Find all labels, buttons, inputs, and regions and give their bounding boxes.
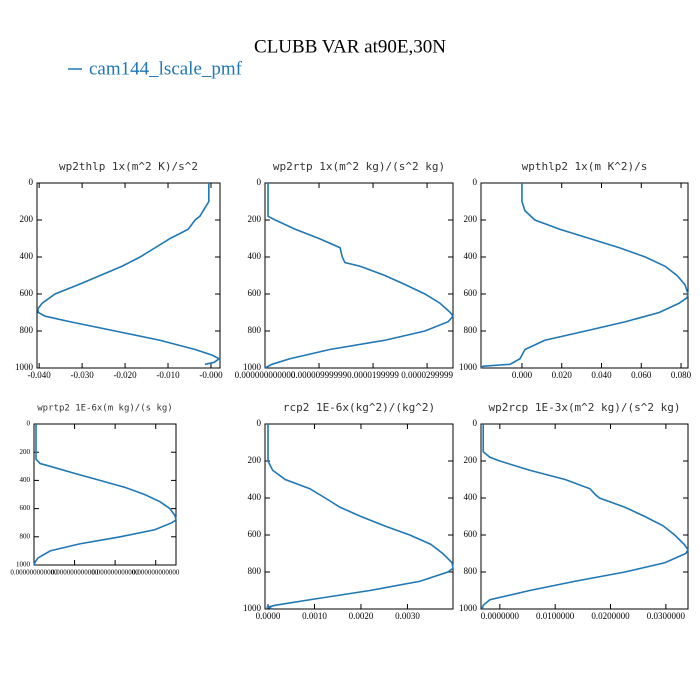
- panel-title: wprtp2 1E-6x(m kg)/(s kg): [37, 404, 172, 414]
- plot-frame: [264, 182, 454, 369]
- y-tick-label: 400: [248, 492, 262, 502]
- y-tick-label: 600: [20, 288, 34, 298]
- y-tick-label: 200: [248, 455, 262, 465]
- x-tick-label: 0.0100000: [536, 611, 575, 621]
- y-tick-label: 0: [27, 420, 31, 428]
- y-tick-label: 0: [29, 177, 34, 187]
- y-tick-label: 600: [464, 529, 478, 539]
- y-tick-label: 200: [20, 214, 34, 224]
- y-tick-label: 800: [20, 532, 31, 540]
- y-tick-label: 200: [464, 455, 478, 465]
- y-tick-label: 400: [464, 251, 478, 261]
- y-tick-label: 800: [20, 325, 34, 335]
- x-tick-label: -0.030: [70, 370, 94, 380]
- y-tick-label: 1000: [243, 603, 262, 613]
- x-tick-label: 0.0000000: [481, 611, 520, 621]
- y-tick-label: 200: [20, 448, 31, 456]
- y-tick-label: 1000: [243, 362, 262, 372]
- y-tick-label: 400: [20, 476, 31, 484]
- y-tick-label: 200: [464, 214, 478, 224]
- x-tick-label: -0.040: [28, 370, 52, 380]
- x-tick-label: 0.000: [512, 370, 533, 380]
- plot-frame: [36, 182, 221, 369]
- y-tick-label: 600: [20, 504, 31, 512]
- x-tick-label: 0.0000299999: [401, 370, 453, 380]
- profile-line: [480, 183, 689, 369]
- y-tick-label: 1000: [459, 362, 478, 372]
- panel-title: wp2rtp 1x(m^2 kg)/(s^2 kg): [273, 160, 445, 173]
- y-tick-label: 400: [20, 251, 34, 261]
- y-tick-label: 800: [248, 566, 262, 576]
- y-tick-label: 1000: [16, 561, 31, 569]
- y-tick-label: 0: [473, 418, 478, 428]
- x-tick-label: 0.0300000: [647, 611, 686, 621]
- y-tick-label: 0: [473, 177, 478, 187]
- x-tick-label: 0.000000000000: [51, 569, 99, 577]
- x-tick-label: 0.020: [552, 370, 573, 380]
- figure-title: CLUBB VAR at90E,30N: [254, 36, 446, 57]
- x-tick-label: 0.0000: [256, 611, 281, 621]
- profile-line: [481, 424, 689, 610]
- y-tick-label: 400: [464, 492, 478, 502]
- x-tick-label: -0.000: [199, 370, 223, 380]
- plot-frame: [264, 423, 454, 610]
- x-tick-label: 0.00000999999: [291, 370, 348, 380]
- x-tick-label: -0.010: [156, 370, 180, 380]
- y-tick-label: 1000: [459, 603, 478, 613]
- x-tick-label: 0.000000000000: [92, 569, 140, 577]
- x-tick-label: 0.0200000: [591, 611, 630, 621]
- y-tick-label: 600: [248, 529, 262, 539]
- y-tick-label: 0: [257, 177, 262, 187]
- x-tick-label: 0.000000000000: [10, 569, 58, 577]
- x-tick-label: 0.080: [671, 370, 692, 380]
- x-tick-label: 0.000000000000: [132, 569, 180, 577]
- panel-title: rcp2 1E-6x(kg^2)/(kg^2): [283, 401, 435, 414]
- x-tick-label: 0.0020: [349, 611, 374, 621]
- x-tick-label: 0.000000000000: [235, 370, 296, 380]
- y-tick-label: 800: [464, 325, 478, 335]
- plot-frame: [480, 423, 689, 610]
- profile-line: [264, 183, 455, 369]
- x-tick-label: -0.020: [113, 370, 137, 380]
- profile-line: [265, 424, 454, 610]
- panel-title: wp2rcp 1E-3x(m^2 kg)/(s^2 kg): [488, 401, 680, 414]
- x-tick-label: 0.060: [631, 370, 652, 380]
- y-tick-label: 1000: [15, 362, 34, 372]
- panel-title: wpthlp2 1x(m K^2)/s: [522, 160, 648, 173]
- plot-frame: [33, 423, 177, 566]
- legend-label: cam144_lscale_pmf: [89, 58, 243, 79]
- y-tick-label: 800: [464, 566, 478, 576]
- x-tick-label: 0.0030: [395, 611, 420, 621]
- y-tick-label: 0: [257, 418, 262, 428]
- profile-line: [33, 424, 177, 566]
- y-tick-label: 200: [248, 214, 262, 224]
- y-tick-label: 800: [248, 325, 262, 335]
- x-tick-label: 0.0000199999: [347, 370, 399, 380]
- plot-frame: [480, 182, 689, 369]
- x-tick-label: 0.0010: [302, 611, 327, 621]
- y-tick-label: 600: [248, 288, 262, 298]
- x-tick-label: 0.040: [591, 370, 612, 380]
- profile-line: [37, 183, 221, 366]
- y-tick-label: 400: [248, 251, 262, 261]
- panel-title: wp2thlp 1x(m^2 K)/s^2: [59, 160, 198, 173]
- y-tick-label: 600: [464, 288, 478, 298]
